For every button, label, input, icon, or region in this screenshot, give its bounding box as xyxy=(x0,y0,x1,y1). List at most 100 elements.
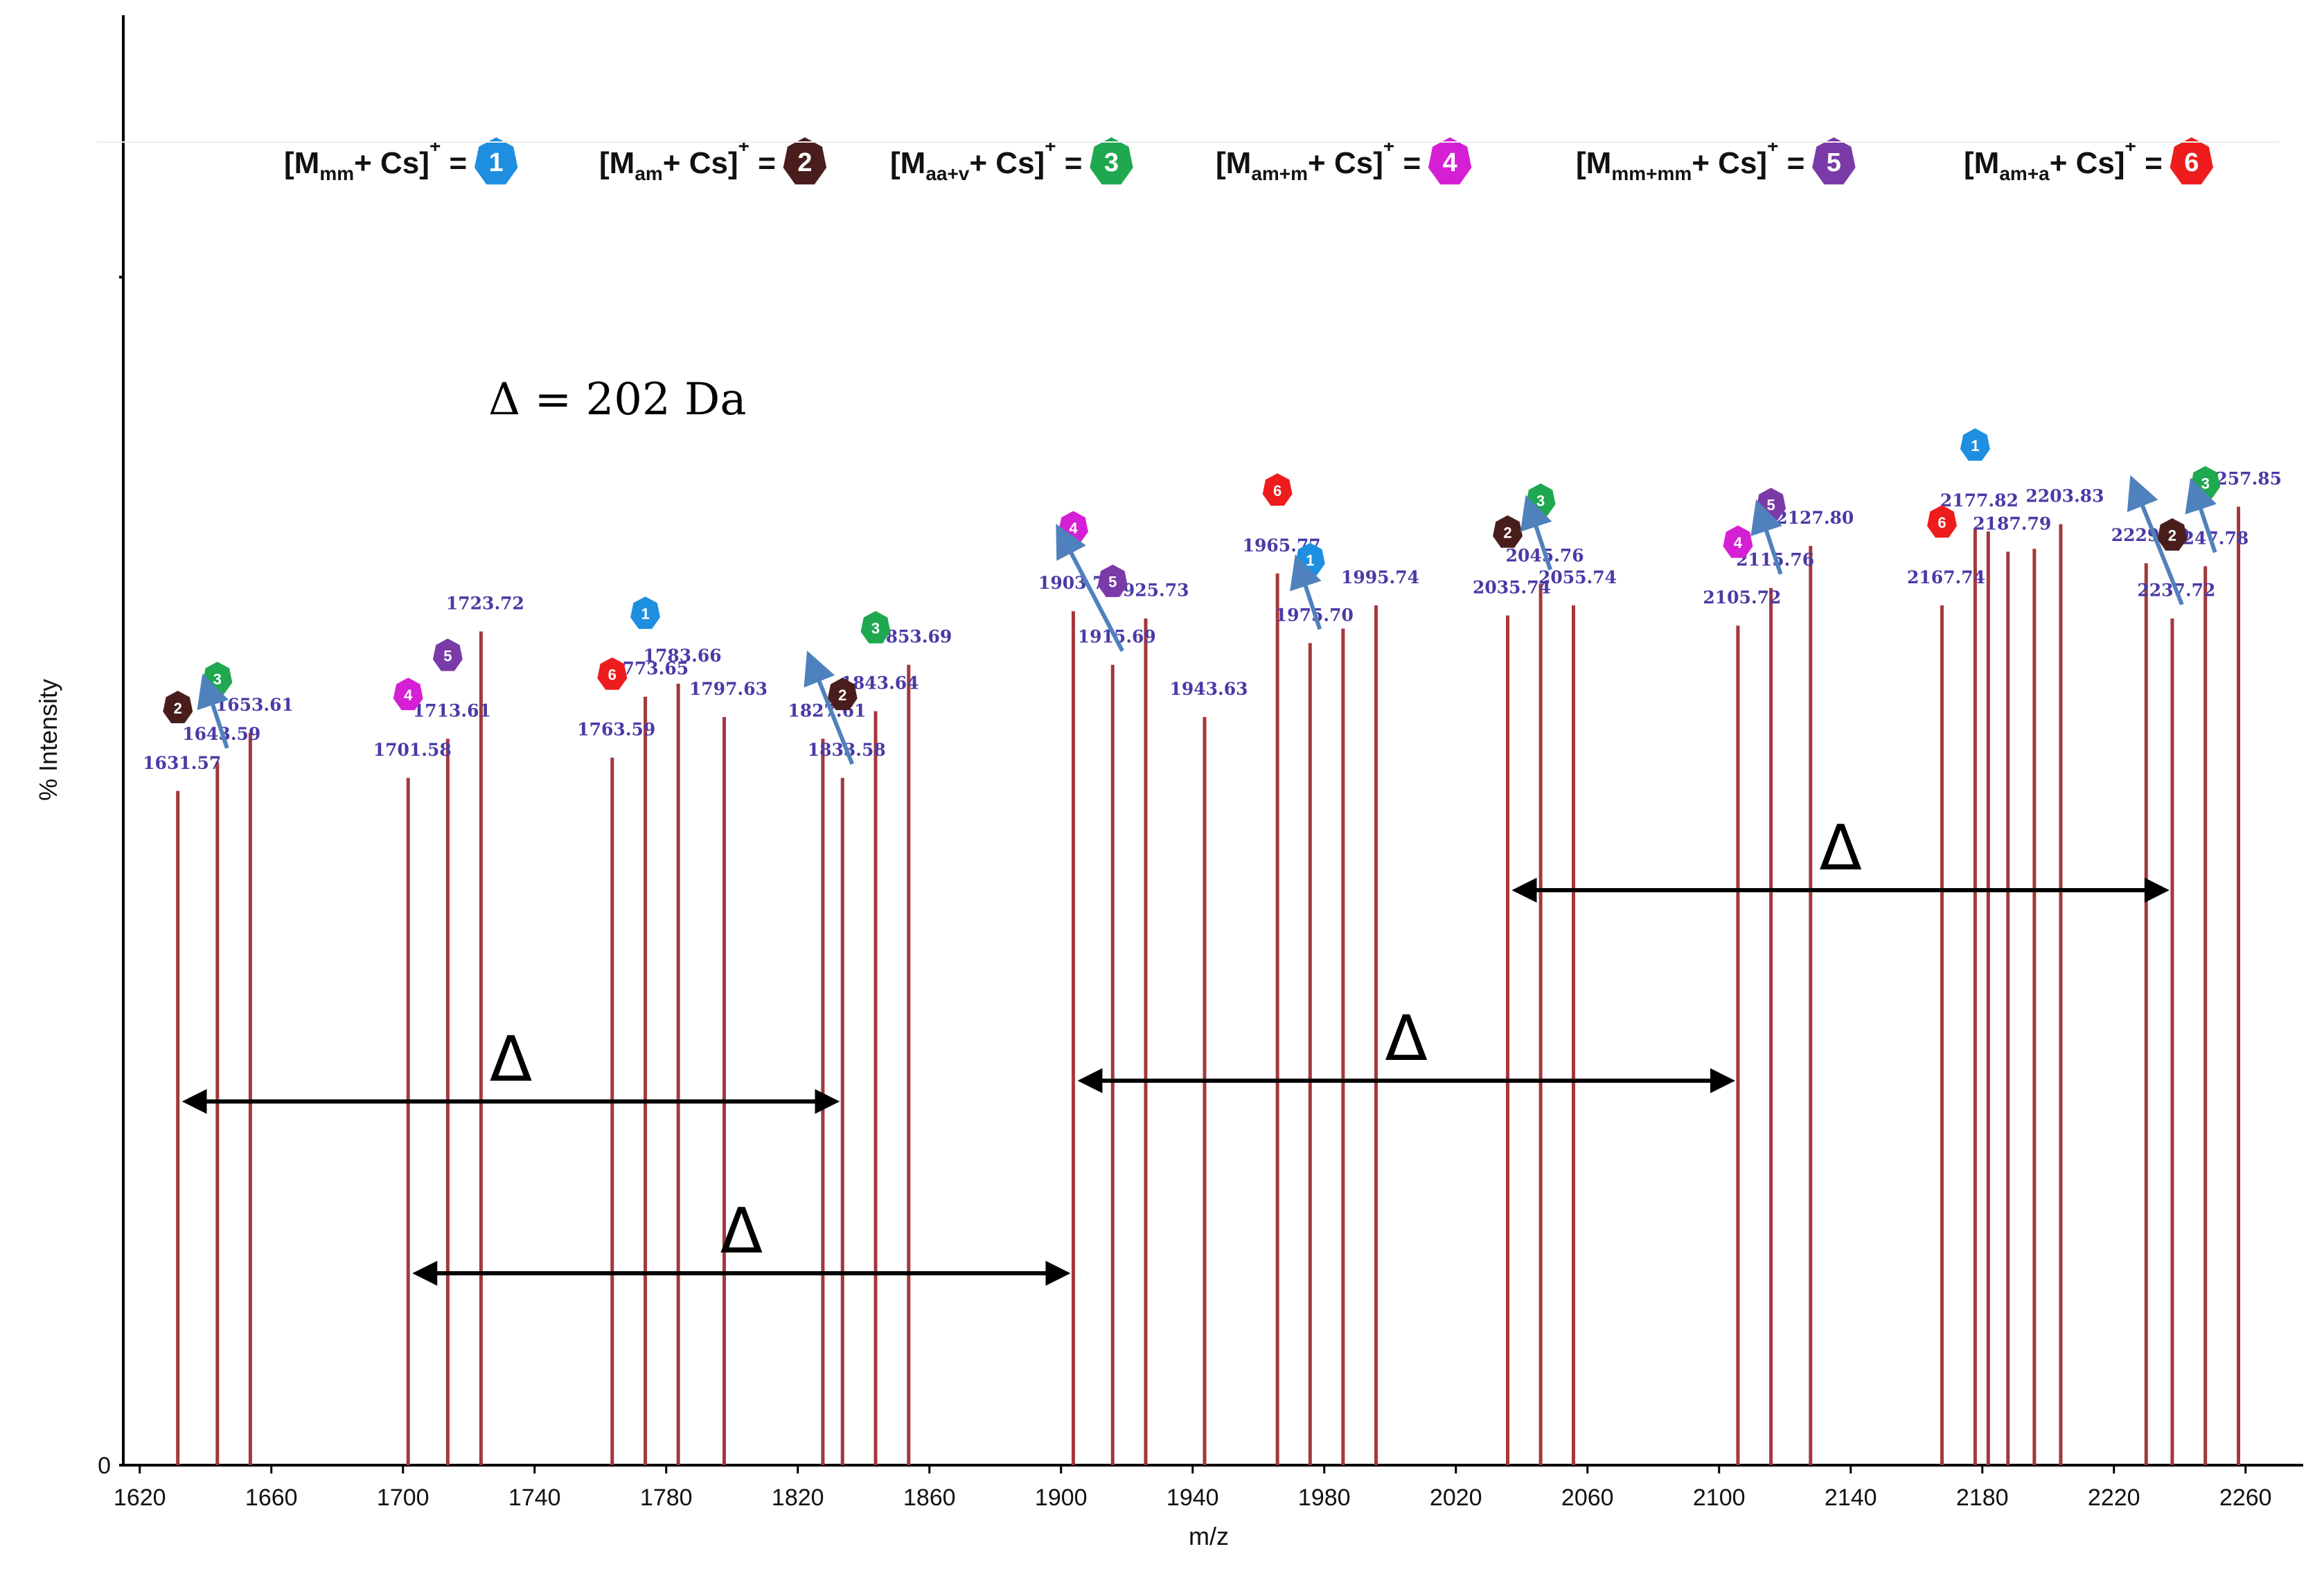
badge-1: 1 xyxy=(474,137,518,185)
badge-number: 3 xyxy=(1536,492,1545,509)
x-axis-ticks: 1620 1660 1700 1740 1780 1820 1860 1900 1940 1980… xyxy=(114,1465,2272,1511)
x-tick-label: 1700 xyxy=(377,1485,429,1511)
badge-6: 6 xyxy=(1927,505,1957,538)
legend-text-part: [M xyxy=(1964,146,1999,180)
legend-text-part: + xyxy=(1383,135,1394,157)
legend-text-part: = xyxy=(441,146,467,180)
badge-shape xyxy=(1812,137,1856,185)
x-tick-label: 1660 xyxy=(245,1485,298,1511)
peak-label: 1995.74 xyxy=(1341,567,1419,587)
badge-2: 2 xyxy=(783,137,827,185)
legend-text-part: [M xyxy=(599,146,635,180)
legend-text: [Mmm+mm+ Cs]+ = xyxy=(1576,135,1804,184)
badge-2: 2 xyxy=(163,691,193,723)
badge-number: 6 xyxy=(1937,514,1946,531)
x-tick-label: 1780 xyxy=(640,1485,693,1511)
legend-text-part: = xyxy=(1056,146,1083,180)
badge-1: 1 xyxy=(1960,428,1990,461)
peak-label: 2177.82 xyxy=(1940,490,2019,511)
badge-shape xyxy=(163,691,193,723)
badge-number: 2 xyxy=(2168,527,2176,544)
x-tick-label: 2260 xyxy=(2219,1485,2272,1511)
badge-shape xyxy=(860,611,891,644)
delta-label: Δ xyxy=(1385,1002,1428,1075)
legend-text: [Mmm+ Cs]+ = xyxy=(284,135,467,184)
x-axis-title: m/z xyxy=(1189,1522,1229,1550)
shift-arrow xyxy=(197,673,229,749)
legend-text-part: + xyxy=(1045,135,1056,157)
delta-label: Δ xyxy=(1819,812,1862,885)
y-tick-label: 0 xyxy=(98,1453,111,1479)
legend-text-part: = xyxy=(1778,146,1804,180)
badge-shape xyxy=(1960,428,1990,461)
legend-text-part: + Cs] xyxy=(1692,146,1767,180)
peak-bars xyxy=(176,506,2241,1465)
legend-text: [Maa+v+ Cs]+ = xyxy=(890,135,1083,184)
peak-label: 1943.63 xyxy=(1169,679,1248,699)
badge-shape xyxy=(827,678,858,711)
badge-number: 1 xyxy=(1971,437,1979,454)
badge-number: 4 xyxy=(1069,520,1078,537)
shift-arrow xyxy=(1750,499,1783,575)
badge-shape xyxy=(1262,473,1293,506)
legend-text-part: mm xyxy=(319,163,354,184)
y-axis-title: % Intensity xyxy=(34,679,62,801)
legend-item-6: [Mam+a+ Cs]+ = 6 xyxy=(1964,135,2213,185)
legend-text: [Mam+m+ Cs]+ = xyxy=(1216,135,1421,184)
badge-5: 5 xyxy=(1812,137,1856,185)
shift-arrow xyxy=(1056,523,1124,653)
badge-number: 3 xyxy=(1104,148,1119,177)
badge-number: 5 xyxy=(1108,574,1117,591)
badge-2: 2 xyxy=(827,678,858,711)
badge-shape xyxy=(1723,525,1753,558)
peak-label: 2055.74 xyxy=(1538,567,1617,587)
badge-shape xyxy=(597,657,628,690)
badge-3: 3 xyxy=(202,662,233,695)
badge-5: 5 xyxy=(432,638,463,671)
legend-text-part: + xyxy=(1767,135,1778,157)
badge-3: 3 xyxy=(1090,137,1133,185)
shift-arrow xyxy=(1520,495,1552,571)
legend-text-part: + xyxy=(2125,135,2136,157)
legend-text-part: + Cs] xyxy=(663,146,738,180)
x-tick-label: 2180 xyxy=(1956,1485,2009,1511)
peak-label: 2105.72 xyxy=(1703,587,1781,608)
legend-text-part: am+m xyxy=(1251,163,1308,184)
badge-4: 4 xyxy=(1428,137,1472,185)
badge-shape xyxy=(2170,137,2213,185)
badge-shape xyxy=(1493,515,1523,548)
badge-number: 6 xyxy=(608,666,617,684)
legend-text-part: [M xyxy=(1576,146,1611,180)
badge-6: 6 xyxy=(1262,473,1293,506)
peak-label: 1701.58 xyxy=(373,740,452,760)
badge-3: 3 xyxy=(860,611,891,644)
legend-text-part: am xyxy=(635,163,662,184)
badge-number: 1 xyxy=(1306,551,1314,569)
peak-label: 2035.74 xyxy=(1473,578,1551,598)
badge-shape xyxy=(1927,505,1957,538)
peak-label: 2167.74 xyxy=(1907,567,1985,587)
legend-text-part: + Cs] xyxy=(354,146,429,180)
badge-3: 3 xyxy=(1525,483,1556,516)
badge-number: 3 xyxy=(2201,475,2210,492)
badge-5: 5 xyxy=(1097,565,1128,597)
legend-text-part: [M xyxy=(1216,146,1251,180)
badge-number: 2 xyxy=(838,687,846,704)
badge-number: 6 xyxy=(2184,148,2199,177)
delta-spans: Δ = 202 Da Δ Δ Δ Δ xyxy=(181,374,2170,1286)
badge-number: 4 xyxy=(1443,148,1457,177)
x-tick-label: 2060 xyxy=(1561,1485,1614,1511)
badge-shape xyxy=(630,596,660,629)
badge-number: 5 xyxy=(1827,148,1841,177)
legend-text-part: [M xyxy=(890,146,925,180)
peak-label: 1783.66 xyxy=(644,646,722,666)
badge-shape xyxy=(1090,137,1133,185)
legend-text-part: am+a xyxy=(1999,163,2050,184)
legend-item-5: [Mmm+mm+ Cs]+ = 5 xyxy=(1576,135,1856,185)
shift-arrows xyxy=(197,475,2217,765)
x-tick-label: 2140 xyxy=(1825,1485,1877,1511)
legend-text-part: + Cs] xyxy=(969,146,1045,180)
legend-text-part: = xyxy=(2136,146,2163,180)
badge-number: 3 xyxy=(871,620,880,637)
